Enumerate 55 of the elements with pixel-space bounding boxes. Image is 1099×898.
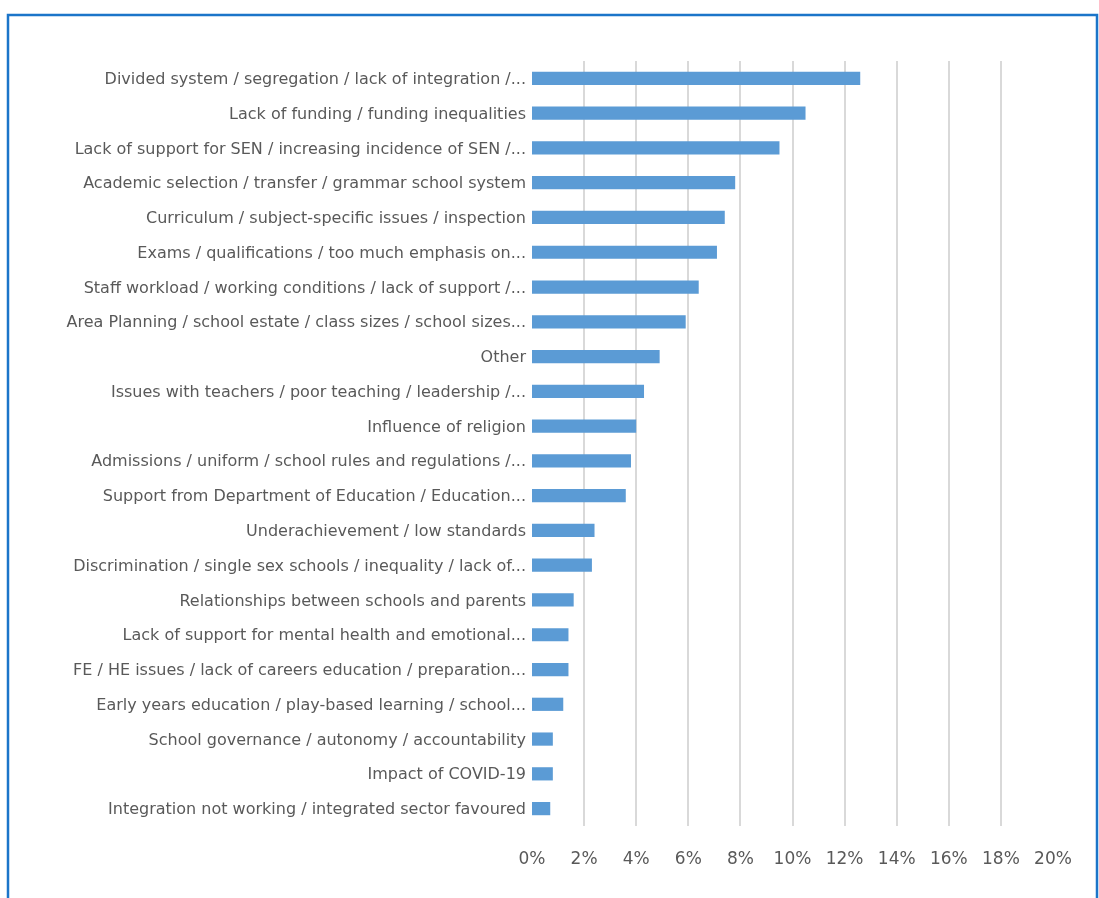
bar: [532, 315, 686, 329]
y-tick-label: FE / HE issues / lack of careers education / preparation...: [73, 660, 526, 680]
y-tick-label: Admissions / uniform / school rules and regulations /...: [91, 451, 526, 471]
bar: [532, 697, 564, 711]
y-tick-label: Divided system / segregation / lack of integration /...: [104, 68, 526, 88]
x-tick-label: 2%: [570, 848, 598, 868]
y-tick-label: Curriculum / subject-specific issues / inspection: [146, 208, 526, 228]
bar: [532, 176, 736, 190]
y-tick-label: Lack of support for mental health and emotional...: [122, 625, 526, 645]
y-tick-label: Exams / qualifications / too much emphasis on...: [137, 242, 526, 262]
y-tick-label: Area Planning / school estate / class sizes / school sizes...: [66, 312, 526, 332]
y-tick-label: Underachievement / low standards: [246, 521, 526, 541]
x-tick-label: 4%: [622, 848, 650, 868]
bar: [532, 558, 592, 572]
y-tick-label: Other: [480, 347, 527, 367]
y-tick-label: Lack of funding / funding inequalities: [229, 103, 526, 123]
y-tick-label: Discrimination / single sex schools / inequality / lack of...: [73, 555, 526, 575]
x-tick-label: 16%: [929, 848, 968, 868]
y-tick-label: Integration not working / integrated sector favoured: [108, 799, 526, 819]
bar: [532, 419, 637, 433]
y-tick-label: Staff workload / working conditions / lack of support /...: [83, 277, 526, 297]
x-tick-label: 18%: [982, 848, 1020, 868]
bar: [532, 454, 631, 468]
bar: [532, 732, 553, 746]
y-tick-label: Influence of religion: [367, 416, 526, 436]
bar: [532, 767, 553, 781]
x-tick-label: 8%: [726, 848, 754, 868]
bar: [532, 802, 551, 816]
y-tick-label: Relationships between schools and parents: [179, 590, 526, 610]
y-tick-label: Issues with teachers / poor teaching / leadership /...: [110, 381, 526, 401]
x-tick-label: 10%: [773, 848, 812, 868]
y-tick-label: Support from Department of Education / Education...: [102, 486, 526, 506]
x-tick-label: 20%: [1034, 848, 1072, 868]
bar: [532, 523, 595, 538]
bar: [532, 628, 569, 642]
y-tick-label: Early years education / play-based learning / school...: [96, 694, 526, 714]
bar: [532, 349, 660, 364]
y-tick-label: Academic selection / transfer / grammar school system: [83, 173, 526, 193]
bar: [532, 141, 780, 155]
bar: [532, 245, 717, 259]
bar: [532, 106, 806, 120]
y-tick-label: Lack of support for SEN / increasing incidence of SEN /...: [74, 138, 526, 158]
x-tick-label: 0%: [518, 848, 546, 868]
y-tick-label: Impact of COVID-19: [367, 764, 526, 784]
bar: [532, 71, 861, 85]
bar: [532, 662, 569, 677]
x-tick-label: 14%: [877, 848, 916, 868]
bar: [532, 280, 699, 294]
bar: [532, 384, 645, 398]
bar: [532, 210, 725, 225]
x-tick-label: 6%: [674, 848, 702, 868]
bar: [532, 593, 574, 607]
bar: [532, 489, 626, 503]
x-tick-label: 12%: [825, 848, 864, 868]
y-tick-label: School governance / autonomy / accountability: [148, 729, 526, 749]
